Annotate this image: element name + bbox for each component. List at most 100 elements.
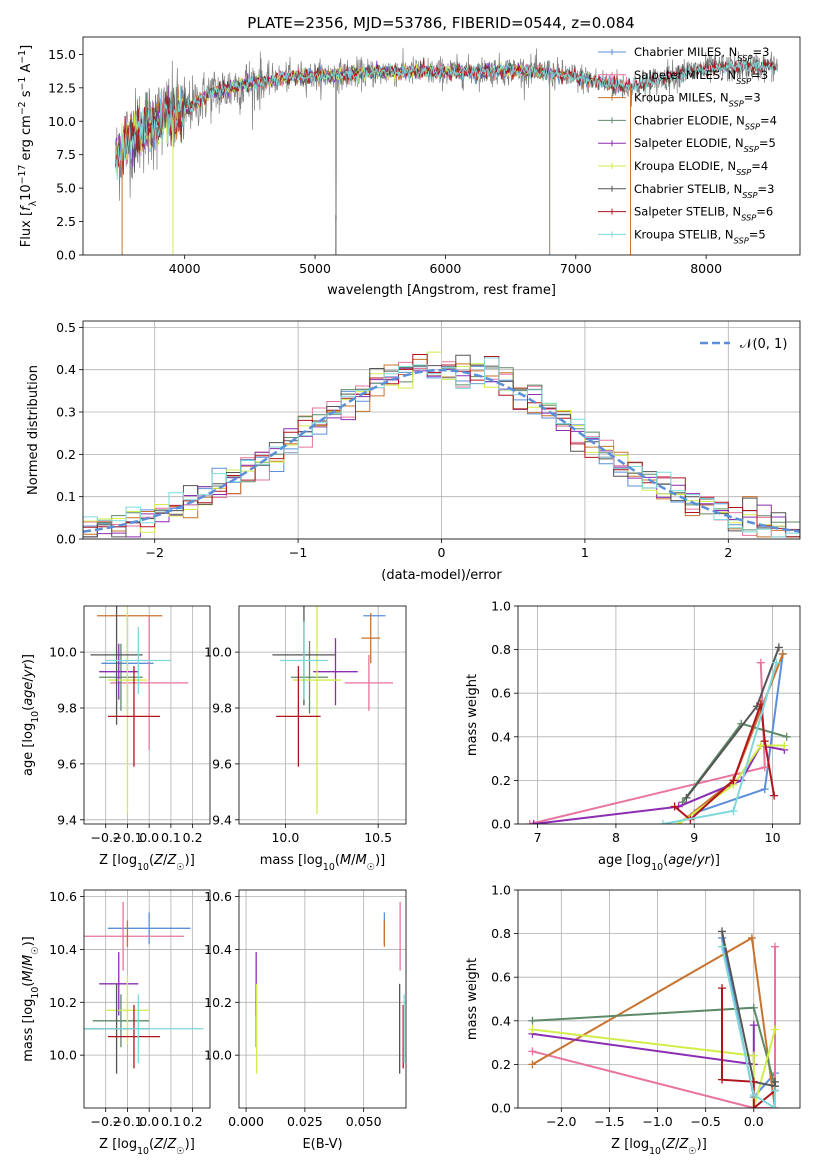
weight-series-kroupa-stelib [658, 658, 781, 824]
x-axis-label: wavelength [Angstrom, rest frame] [327, 283, 556, 298]
weight-series-salpeter-stelib [670, 700, 779, 824]
weight-marker [782, 732, 791, 741]
x-tick-label: −1.0 [642, 1114, 672, 1129]
axes: −0.2−0.10.0 0.1 0.2 9.4 9.6 9.8 10.0 Z [log10(Z… [21, 605, 211, 873]
axes: 7 8 9 10 0.0 0.2 0.4 0.6 0.8 1.0 age [log10(age/yr… [465, 599, 801, 873]
x-tick-label: 7000 [560, 261, 592, 276]
y-tick-label: 0.5 [56, 320, 76, 335]
errorbar-point-kroupa-miles [361, 612, 381, 664]
y-tick-label: 9.8 [212, 701, 232, 716]
weight-marker [778, 649, 787, 658]
weight-line [693, 653, 784, 815]
y-tick-label: 10.4 [49, 942, 77, 957]
y-tick-label: 0.8 [491, 926, 511, 941]
y-axis-label: mass weight [465, 958, 480, 1040]
weight-marker [774, 643, 783, 652]
weight-series-kroupa-stelib [718, 942, 779, 1108]
plot-area [255, 901, 405, 1074]
weight-series-chabrier-stelib [682, 643, 783, 802]
errorbar-point-salpeter-miles [84, 901, 184, 971]
x-tick-label: 8000 [690, 261, 722, 276]
gridlines [239, 890, 406, 1108]
y-tick-label: 7.5 [56, 147, 76, 162]
weight-line [721, 946, 776, 1108]
x-tick-label: −0.2 [91, 830, 121, 845]
errorbar-point-salpeter-stelib [107, 666, 161, 767]
y-tick-label: 10.4 [204, 942, 232, 957]
x-tick-label: 7 [534, 830, 542, 845]
weight-marker [749, 1021, 758, 1030]
y-tick-label: 0.0 [56, 248, 76, 263]
y-tick-label: 10.6 [49, 889, 77, 904]
x-tick-label: 5000 [299, 261, 331, 276]
weight-marker [760, 763, 769, 772]
weight-marker [770, 791, 779, 800]
y-tick-label: 9.4 [57, 812, 77, 827]
weight-marker [770, 1086, 779, 1095]
plot-area [90, 606, 189, 815]
weight-marker [528, 1016, 537, 1025]
y-tick-label: 10.2 [204, 995, 232, 1010]
legend-label-salpeter-stelib: Salpeter STELIB, NSSP=6 [634, 205, 773, 223]
y-tick-label: 0.0 [56, 532, 76, 547]
x-tick-label: −0.1 [112, 1114, 142, 1129]
weight-marker [658, 820, 667, 824]
weight-marker [529, 820, 538, 824]
legend-label-chabrier-elodie: Chabrier ELODIE, NSSP=4 [634, 113, 777, 131]
weight-marker [729, 776, 738, 785]
weight-marker [780, 741, 789, 750]
x-tick-label: 8 [612, 830, 620, 845]
errorbar-point-chabrier-miles [107, 912, 191, 945]
mass-vs-reddening-panel: 0.000 0.025 0.050 10.0 10.2 10.4 10.6 E(B-V) [204, 889, 407, 1152]
y-axis-label: age [log10(age/yr)] [21, 654, 41, 776]
y-tick-label: 10.0 [49, 645, 77, 660]
y-axis-label: Normed distribution [26, 365, 41, 495]
y-tick-label: 9.4 [212, 812, 232, 827]
x-axis-label: Z [log10(Z/Z☉)] [611, 1137, 707, 1157]
x-tick-label: −1 [289, 545, 307, 560]
x-tick-label: 6000 [430, 261, 462, 276]
errorbar-point-salpeter-elodie [313, 638, 358, 706]
weight-line [662, 662, 778, 824]
y-tick-label: 10.6 [204, 889, 232, 904]
x-tick-label: 0.025 [287, 1114, 323, 1129]
axes: 10.0 10.5 9.4 9.6 9.8 10.0 mass [log10(M/M☉)] [204, 605, 407, 873]
errorbar-point-salpeter-elodie [99, 952, 139, 1016]
plot-area [115, 47, 779, 255]
y-tick-label: 0.2 [491, 773, 511, 788]
x-tick-label: 0.000 [228, 1114, 264, 1129]
weight-series-chabrier-elodie [528, 1003, 779, 1091]
x-tick-label: −2.0 [546, 1114, 576, 1129]
errorbar-point-kroupa-elodie [105, 975, 150, 1045]
y-tick-label: 0.4 [491, 1013, 511, 1028]
mass-weight-vs-age-panel: 7 8 9 10 0.0 0.2 0.4 0.6 0.8 1.0 age [log10(age/yr… [465, 599, 801, 873]
axes: −2 −1 0 1 2 0.0 0.1 0.2 0.3 0.4 0.5 (data-model)/er… [26, 320, 801, 583]
legend-label-salpeter-miles: Salpeter MILES, NSSP=3 [634, 68, 768, 86]
y-tick-label: 2.5 [56, 214, 76, 229]
weight-marker [760, 737, 769, 746]
y-tick-label: 0.2 [56, 447, 76, 462]
plot-area [525, 643, 791, 824]
y-tick-label: 10.2 [49, 995, 77, 1010]
weight-marker [670, 802, 679, 811]
weight-marker [770, 1077, 779, 1086]
errorbar-point-salpeter-miles [110, 615, 189, 750]
y-axis-label: mass [log10(M/M☉)] [21, 936, 41, 1062]
axes-frame [83, 605, 211, 825]
weight-line [533, 744, 785, 824]
model-spectrum-line-kroupa-stelib [115, 60, 778, 180]
histogram-step-kroupa-stelib [83, 357, 800, 538]
weight-marker [756, 741, 765, 750]
errorbar-point-kroupa-elodie [292, 606, 342, 815]
y-tick-label: 5.0 [56, 181, 76, 196]
errorbar-point-salpeter-stelib [276, 666, 321, 767]
weight-marker [770, 942, 779, 951]
x-tick-label: −2 [145, 545, 163, 560]
x-tick-label: 1 [581, 545, 589, 560]
y-tick-label: 10.0 [49, 1048, 77, 1063]
weight-marker [770, 1104, 779, 1108]
x-tick-label: 0.050 [346, 1114, 382, 1129]
y-tick-label: 9.8 [57, 701, 77, 716]
axes-frame [517, 889, 801, 1109]
model-spectrum-line-salpeter-stelib [115, 57, 778, 175]
